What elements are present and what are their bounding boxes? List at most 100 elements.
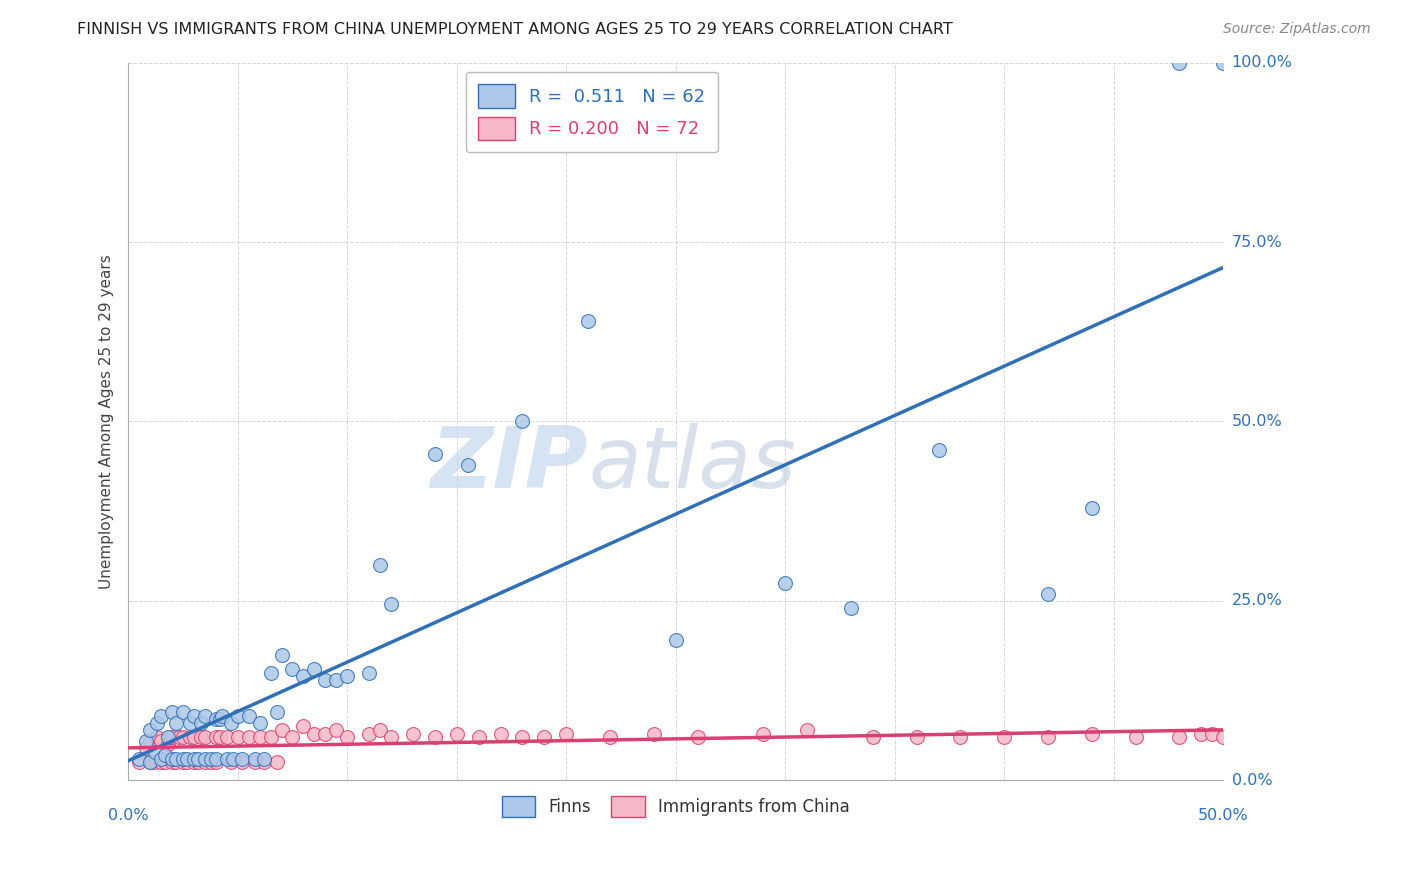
Point xyxy=(183,731,205,745)
Point xyxy=(249,731,271,745)
Point xyxy=(949,731,972,745)
Point xyxy=(139,734,162,748)
Point xyxy=(686,731,709,745)
Text: atlas: atlas xyxy=(588,423,796,506)
Point xyxy=(368,723,391,737)
Point xyxy=(446,726,468,740)
Point xyxy=(183,752,205,766)
Point xyxy=(155,756,177,770)
Point xyxy=(128,752,150,766)
Y-axis label: Unemployment Among Ages 25 to 29 years: Unemployment Among Ages 25 to 29 years xyxy=(100,254,114,589)
Point xyxy=(183,708,205,723)
Point xyxy=(200,752,222,766)
Point xyxy=(752,726,775,740)
Point xyxy=(336,731,359,745)
Point xyxy=(156,731,179,745)
Point xyxy=(219,715,242,730)
Legend: Finns, Immigrants from China: Finns, Immigrants from China xyxy=(494,788,858,826)
Point xyxy=(281,731,304,745)
Point xyxy=(796,723,818,737)
Point xyxy=(359,665,381,680)
Point xyxy=(380,598,402,612)
Point xyxy=(304,662,326,676)
Point xyxy=(150,756,173,770)
Point xyxy=(165,752,187,766)
Point xyxy=(336,669,359,683)
Point xyxy=(359,726,381,740)
Point xyxy=(1081,726,1104,740)
Text: FINNISH VS IMMIGRANTS FROM CHINA UNEMPLOYMENT AMONG AGES 25 TO 29 YEARS CORRELAT: FINNISH VS IMMIGRANTS FROM CHINA UNEMPLO… xyxy=(77,22,953,37)
Point xyxy=(643,726,665,740)
Text: 75.0%: 75.0% xyxy=(1232,235,1282,250)
Point xyxy=(172,752,194,766)
Point xyxy=(222,752,245,766)
Point xyxy=(226,708,249,723)
Text: Source: ZipAtlas.com: Source: ZipAtlas.com xyxy=(1223,22,1371,37)
Point xyxy=(993,731,1015,745)
Point xyxy=(187,752,209,766)
Point xyxy=(194,731,217,745)
Point xyxy=(139,756,162,770)
Point xyxy=(380,731,402,745)
Text: 50.0%: 50.0% xyxy=(1232,414,1282,429)
Point xyxy=(194,708,217,723)
Point xyxy=(259,665,281,680)
Point xyxy=(150,708,173,723)
Point xyxy=(773,576,796,591)
Point xyxy=(512,415,534,429)
Text: 50.0%: 50.0% xyxy=(1198,808,1249,823)
Text: 25.0%: 25.0% xyxy=(1232,593,1282,608)
Point xyxy=(423,731,446,745)
Point xyxy=(205,752,228,766)
Point xyxy=(231,752,253,766)
Point xyxy=(512,731,534,745)
Point xyxy=(266,756,288,770)
Point xyxy=(238,731,260,745)
Point xyxy=(194,752,217,766)
Point xyxy=(928,443,950,458)
Point xyxy=(1189,726,1212,740)
Point xyxy=(190,731,212,745)
Text: 100.0%: 100.0% xyxy=(1232,55,1292,70)
Point xyxy=(325,673,347,687)
Point xyxy=(160,731,183,745)
Point xyxy=(187,756,209,770)
Point xyxy=(226,731,249,745)
Point xyxy=(1201,726,1223,740)
Text: 0.0%: 0.0% xyxy=(1232,772,1272,788)
Point xyxy=(139,756,162,770)
Point xyxy=(292,669,315,683)
Point xyxy=(314,673,336,687)
Point xyxy=(179,731,201,745)
Point xyxy=(533,731,555,745)
Point xyxy=(219,756,242,770)
Point xyxy=(270,648,292,662)
Point xyxy=(194,756,217,770)
Point xyxy=(1036,587,1059,601)
Point xyxy=(179,715,201,730)
Point xyxy=(270,723,292,737)
Point xyxy=(143,756,166,770)
Point xyxy=(231,756,253,770)
Point xyxy=(599,731,621,745)
Point xyxy=(304,726,326,740)
Point xyxy=(160,705,183,719)
Point xyxy=(253,752,276,766)
Point xyxy=(209,712,232,726)
Point xyxy=(862,731,884,745)
Point xyxy=(576,314,599,328)
Point xyxy=(1036,731,1059,745)
Point xyxy=(135,741,157,756)
Point xyxy=(266,705,288,719)
Point xyxy=(314,726,336,740)
Point xyxy=(200,756,222,770)
Point xyxy=(209,731,232,745)
Point xyxy=(167,731,190,745)
Text: ZIP: ZIP xyxy=(430,423,588,506)
Point xyxy=(215,752,238,766)
Point xyxy=(245,756,267,770)
Point xyxy=(156,738,179,752)
Point xyxy=(128,756,150,770)
Point xyxy=(368,558,391,572)
Point xyxy=(249,715,271,730)
